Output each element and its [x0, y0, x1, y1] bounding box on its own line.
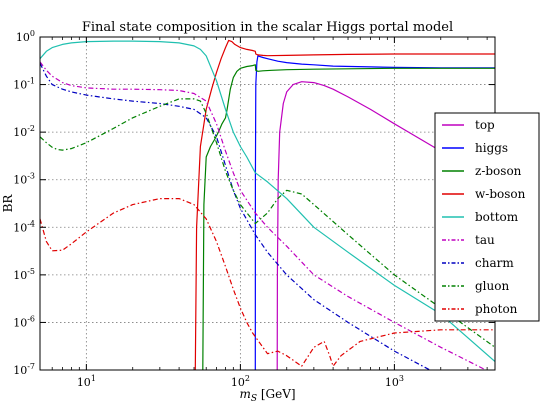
grid-lines	[40, 37, 495, 370]
series-line-gluon	[40, 98, 495, 348]
legend-label-z-boson: z-boson	[475, 164, 522, 178]
legend-label-higgs: higgs	[475, 141, 508, 155]
y-tick-label: 10-3	[13, 172, 35, 187]
x-tick-label: 102	[231, 374, 250, 389]
series-line-z-boson	[202, 64, 495, 370]
legend-label-w-boson: w-boson	[475, 187, 526, 201]
y-tick-label: 10-1	[13, 77, 35, 92]
series-line-charm	[40, 63, 431, 370]
x-tick-label: 101	[77, 374, 96, 389]
axis-ticks: 101 102 103 100 10-1 10-2 10-3 10-4 10-5 10-6 10-7	[13, 29, 495, 389]
x-axis-title: mS [GeV]	[239, 387, 295, 404]
series-line-w-boson	[194, 39, 495, 370]
series-line-higgs	[254, 55, 495, 370]
y-tick-label: 100	[16, 29, 35, 44]
plot-background	[40, 37, 495, 370]
series-line-top	[276, 81, 495, 370]
series-line-bottom	[40, 40, 495, 363]
legend-label-top: top	[475, 118, 495, 132]
series-line-photon	[40, 198, 495, 367]
chart-title: Final state composition in the scalar Hi…	[82, 20, 453, 35]
y-tick-label: 10-2	[13, 124, 35, 139]
y-tick-label: 10-4	[13, 219, 35, 234]
x-tick-label: 103	[385, 374, 404, 389]
series-layer	[40, 39, 495, 370]
legend: top higgs z-boson w-boson bottom tau charm gluo…	[434, 112, 540, 322]
y-tick-label: 10-7	[13, 362, 35, 377]
legend-label-gluon: gluon	[475, 279, 509, 293]
legend-label-bottom: bottom	[475, 210, 519, 224]
y-axis-title: BR	[1, 194, 15, 213]
legend-label-charm: charm	[475, 256, 514, 270]
y-tick-label: 10-5	[13, 267, 35, 282]
legend-label-tau: tau	[475, 233, 495, 247]
y-tick-label: 10-6	[13, 314, 35, 329]
legend-label-photon: photon	[475, 302, 518, 316]
series-line-tau	[40, 61, 488, 370]
